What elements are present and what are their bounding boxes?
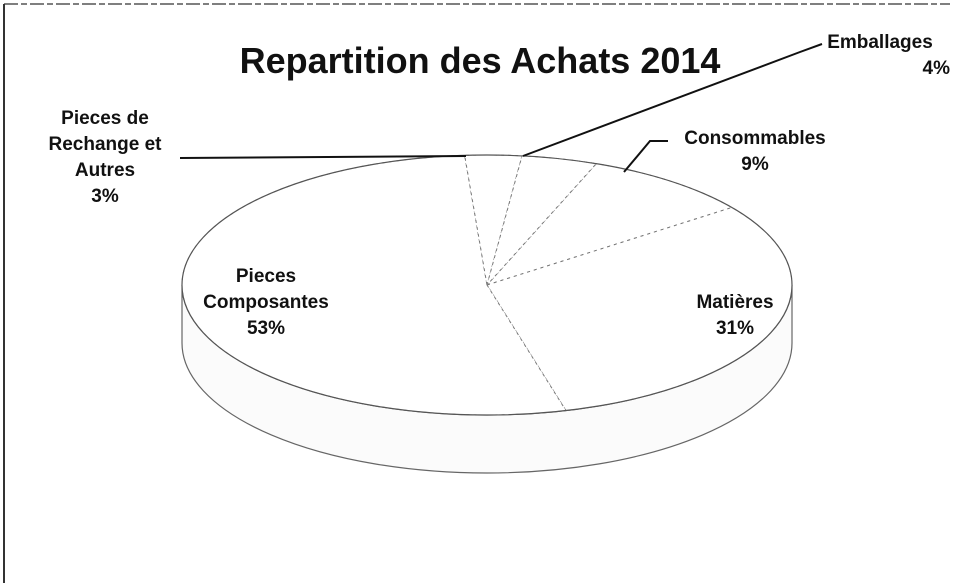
data-label: Consommables 9%	[655, 126, 855, 178]
leader-lines	[179, 43, 823, 173]
leader-line	[623, 140, 668, 173]
label-name: Matières	[696, 292, 774, 313]
label-name: Pieces Composantes	[203, 266, 329, 313]
data-label: Matières 31%	[665, 290, 805, 342]
label-value: 53%	[246, 318, 286, 339]
label-name: Pieces de Rechange et Autres	[48, 108, 162, 181]
chart-title: Repartition des Achats 2014	[239, 40, 721, 81]
label-name: Consommables	[684, 128, 826, 149]
data-label: Pieces Composantes 53%	[181, 264, 351, 342]
label-value: 9%	[741, 154, 769, 175]
label-value: 31%	[715, 318, 755, 339]
leader-line	[522, 43, 823, 157]
pie-slices	[181, 154, 793, 416]
label-value: 3%	[91, 186, 119, 207]
data-label: Emballages 4%	[810, 30, 950, 82]
data-label: Pieces de Rechange et Autres 3%	[25, 106, 185, 210]
label-value: 4%	[922, 58, 950, 79]
pie-rim	[181, 154, 793, 416]
leader-line	[179, 155, 467, 159]
label-name: Emballages	[827, 32, 933, 53]
pie-slice	[464, 154, 523, 286]
